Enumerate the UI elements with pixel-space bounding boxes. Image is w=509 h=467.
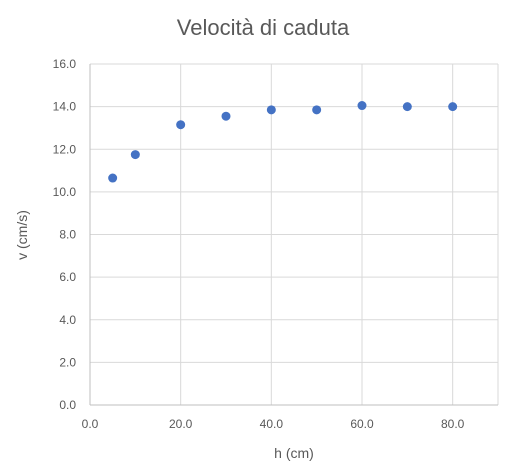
- data-point: [312, 105, 322, 115]
- tick-labels: 0.0 2.0 4.0 6.0 8.0 10.0 12.0 14.0 16.0 0.0 20.0 40…: [53, 57, 465, 431]
- x-axis-label: h (cm): [274, 445, 314, 461]
- axes: [89, 64, 498, 406]
- data-points: [108, 101, 458, 183]
- y-tick-label: 10.0: [53, 185, 77, 199]
- grid-lines: [90, 63, 499, 405]
- data-point: [130, 150, 140, 160]
- y-tick-label: 2.0: [59, 355, 76, 369]
- y-tick-label: 16.0: [53, 57, 77, 71]
- data-point: [357, 101, 367, 111]
- y-tick-label: 4.0: [59, 313, 76, 327]
- y-tick-label: 12.0: [53, 142, 77, 156]
- data-point: [221, 111, 231, 121]
- y-tick-label: 0.0: [59, 398, 76, 412]
- x-tick-label: 80.0: [441, 417, 465, 431]
- x-tick-label: 20.0: [169, 417, 193, 431]
- data-point: [266, 105, 276, 115]
- data-point: [402, 102, 412, 112]
- x-tick-label: 0.0: [82, 417, 99, 431]
- x-tick-label: 40.0: [260, 417, 284, 431]
- y-tick-label: 8.0: [59, 228, 76, 242]
- x-tick-label: 60.0: [350, 417, 374, 431]
- data-point: [176, 120, 186, 130]
- data-point: [108, 173, 118, 183]
- y-tick-label: 14.0: [53, 100, 77, 114]
- data-point: [448, 102, 458, 112]
- y-tick-label: 6.0: [59, 270, 76, 284]
- y-axis-label: v (cm/s): [14, 210, 30, 260]
- chart-title: Velocità di caduta: [177, 15, 350, 40]
